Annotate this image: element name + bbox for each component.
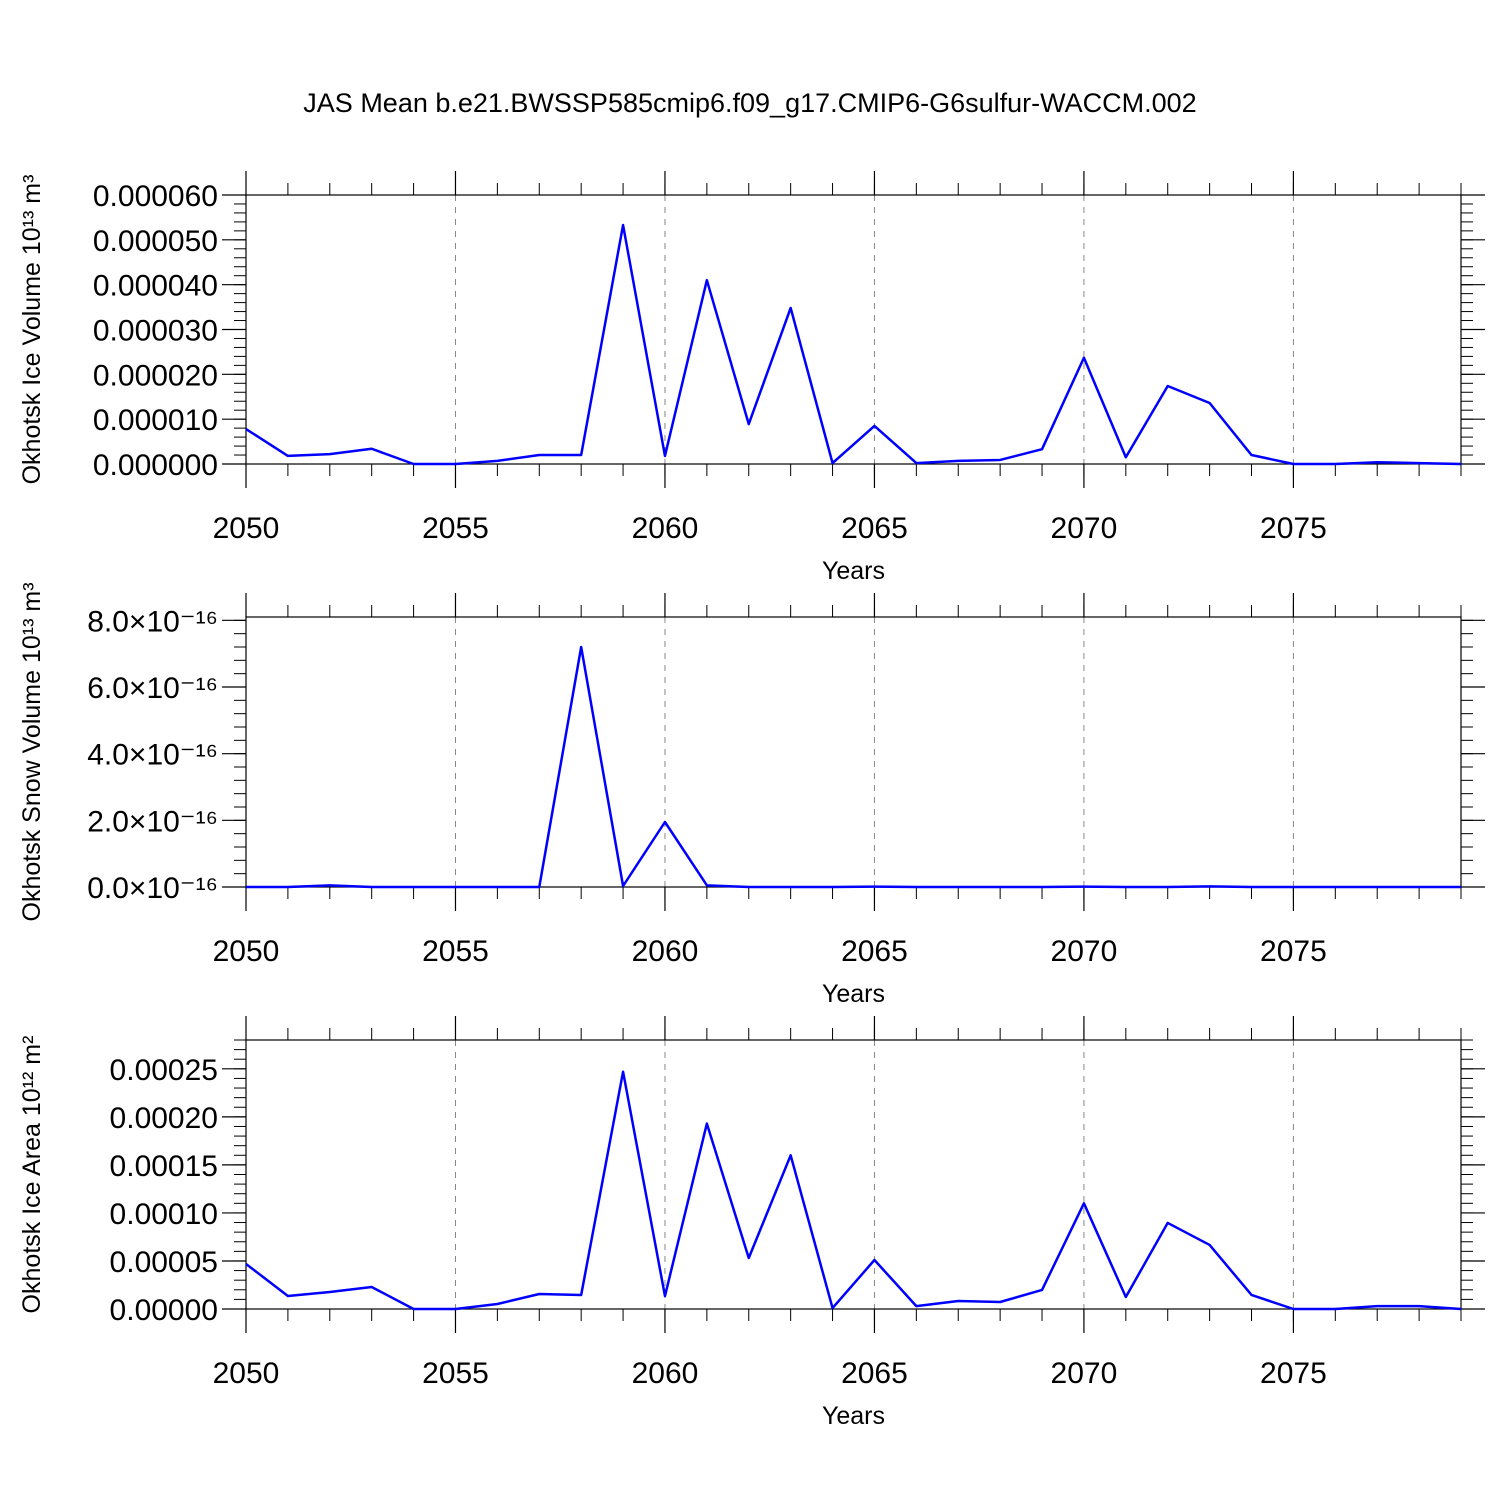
x-tick-label: 2075 <box>1260 512 1327 545</box>
x-tick-label: 2055 <box>422 512 489 545</box>
y-tick-label: 0.000040 <box>93 270 218 303</box>
x-tick-label: 2055 <box>422 1357 489 1390</box>
data-line <box>246 645 1461 889</box>
y-tick-label: 6.0×10⁻¹⁶ <box>87 672 218 705</box>
y-tick-label: 0.00015 <box>110 1150 218 1183</box>
x-axis-label: Years <box>822 557 885 585</box>
x-tick-label: 2065 <box>841 512 908 545</box>
x-tick-label: 2060 <box>632 935 699 968</box>
data-line <box>245 1070 1462 1311</box>
plot-frame <box>245 194 1462 465</box>
y-tick-label: 0.000050 <box>93 225 218 258</box>
y-tick-label: 2.0×10⁻¹⁶ <box>87 805 218 838</box>
y-tick-label: 0.00005 <box>110 1246 218 1279</box>
x-tick-label: 2050 <box>213 512 280 545</box>
y-tick-label: 0.000020 <box>93 359 218 392</box>
x-tick-label: 2070 <box>1051 935 1118 968</box>
x-tick-label: 2055 <box>422 935 489 968</box>
y-tick-label: 0.000010 <box>93 404 218 437</box>
x-axis-label: Years <box>822 1402 885 1430</box>
y-axis-label: Okhotsk Ice Area 10¹² m² <box>18 1036 46 1314</box>
x-tick-label: 2065 <box>841 1357 908 1390</box>
x-tick-label: 2050 <box>213 1357 280 1390</box>
x-tick-label: 2075 <box>1260 1357 1327 1390</box>
x-axis-label: Years <box>822 980 885 1008</box>
y-tick-label: 0.000030 <box>93 315 218 348</box>
chart-title: JAS Mean b.e21.BWSSP585cmip6.f09_g17.CMI… <box>303 88 1196 118</box>
x-tick-label: 2070 <box>1051 512 1118 545</box>
x-tick-label: 2060 <box>632 512 699 545</box>
x-tick-label: 2050 <box>213 935 280 968</box>
y-tick-label: 0.0×10⁻¹⁶ <box>87 872 218 905</box>
y-tick-label: 0.00020 <box>110 1102 218 1135</box>
y-axis-label: Okhotsk Ice Volume 10¹³ m³ <box>18 175 46 485</box>
y-tick-label: 0.000000 <box>93 449 218 482</box>
x-tick-label: 2070 <box>1051 1357 1118 1390</box>
y-tick-label: 0.00010 <box>110 1198 218 1231</box>
y-tick-label: 4.0×10⁻¹⁶ <box>87 739 218 772</box>
x-tick-label: 2060 <box>632 1357 699 1390</box>
x-tick-label: 2075 <box>1260 935 1327 968</box>
plot-frame <box>245 1039 1462 1310</box>
y-tick-label: 0.00025 <box>110 1054 218 1087</box>
plot-frame <box>245 616 1462 888</box>
data-line <box>245 223 1462 466</box>
y-axis-label: Okhotsk Snow Volume 10¹³ m³ <box>18 582 46 921</box>
y-tick-label: 8.0×10⁻¹⁶ <box>87 605 218 638</box>
y-tick-label: 0.00000 <box>110 1294 218 1327</box>
x-tick-label: 2065 <box>841 935 908 968</box>
y-tick-label: 0.000060 <box>93 180 218 213</box>
